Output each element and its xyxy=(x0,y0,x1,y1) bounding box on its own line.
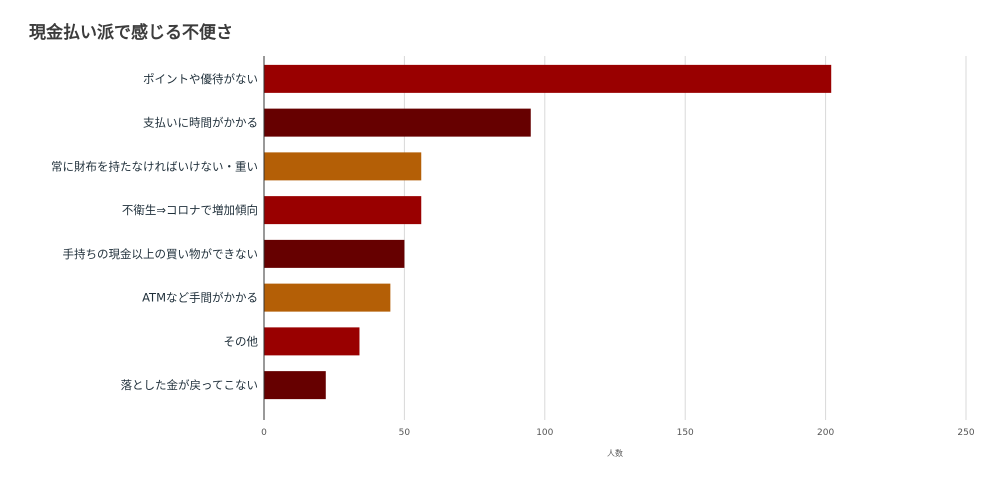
category-labels: ポイントや優待がない支払いに時間がかかる常に財布を持たなければいけない・重い不衛… xyxy=(51,72,258,392)
category-label: ATMなど手間がかかる xyxy=(142,291,258,305)
bar xyxy=(264,64,832,93)
x-tick-label: 200 xyxy=(817,428,834,438)
x-tick-label: 250 xyxy=(957,428,974,438)
bar xyxy=(264,152,422,181)
category-label: 不衛生⇒コロナで増加傾向 xyxy=(122,203,258,217)
grid-lines xyxy=(403,56,967,420)
category-label: 手持ちの現金以上の買い物ができない xyxy=(63,247,259,261)
x-axis-title: 人数 xyxy=(607,448,623,458)
bars xyxy=(264,64,832,400)
x-tick-label: 50 xyxy=(399,428,411,438)
bar xyxy=(264,371,326,400)
category-label: その他 xyxy=(224,334,259,348)
x-tick-label: 100 xyxy=(536,428,553,438)
bar xyxy=(264,327,360,356)
category-label: 落とした金が戻ってこない xyxy=(121,378,258,392)
bar xyxy=(264,239,405,268)
x-tick-label: 150 xyxy=(677,428,694,438)
bar xyxy=(264,283,391,312)
bar xyxy=(264,108,531,137)
bar xyxy=(264,196,422,225)
category-label: 常に財布を持たなければいけない・重い xyxy=(51,159,258,173)
category-label: ポイントや優待がない xyxy=(143,72,258,86)
chart-title: 現金払い派で感じる不便さ xyxy=(29,23,233,43)
x-tick-label: 0 xyxy=(261,428,267,438)
x-tick-labels: 0 50 100 150 200 250 xyxy=(261,428,975,438)
category-label: 支払いに時間がかかる xyxy=(143,116,258,130)
